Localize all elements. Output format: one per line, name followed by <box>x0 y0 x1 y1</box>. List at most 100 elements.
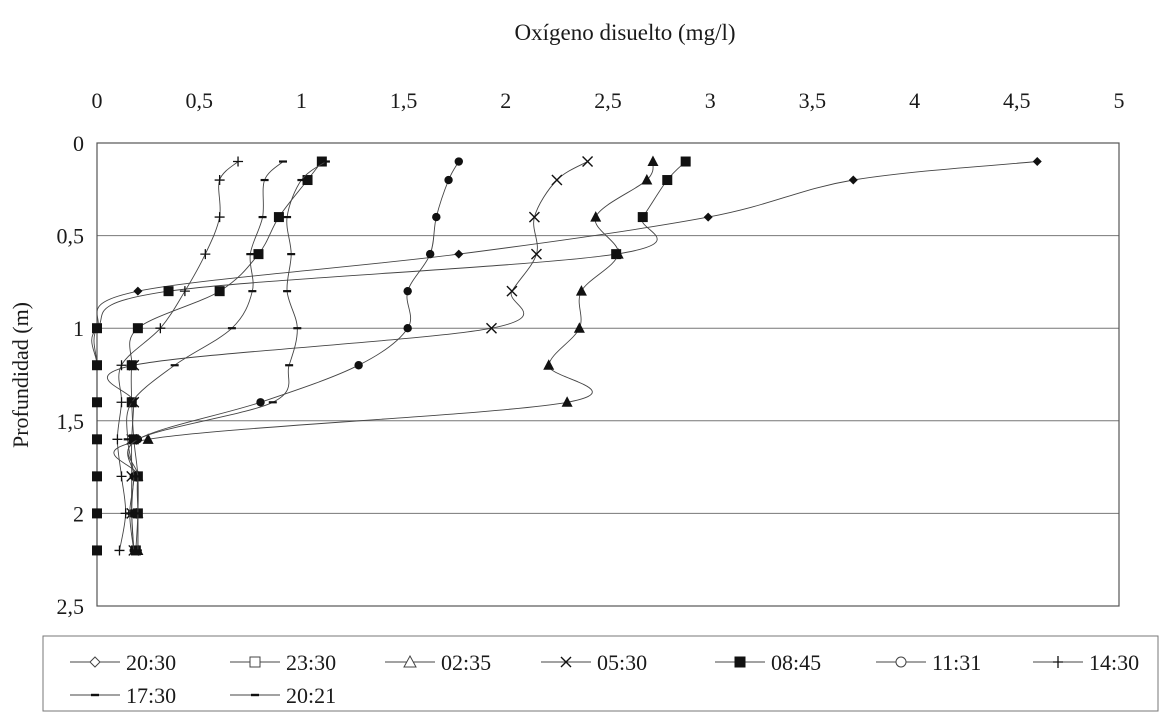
data-point <box>561 396 573 407</box>
data-point <box>126 360 137 371</box>
data-point <box>662 175 673 186</box>
x-tick-label: 4 <box>909 88 920 113</box>
data-point <box>92 434 102 445</box>
series-lines <box>91 155 1042 556</box>
legend-item: 08:45 <box>715 650 821 675</box>
data-point <box>582 156 594 168</box>
y-tick-label: 1 <box>73 316 84 341</box>
data-point <box>92 471 102 482</box>
series-line <box>129 161 323 551</box>
legend: 20:30 23:30 02:35 05:30 08:45 11:31 14:30 17:30… <box>70 650 1139 708</box>
data-point <box>116 397 127 408</box>
y-tick-label: 1,5 <box>57 409 85 434</box>
data-point <box>214 212 225 223</box>
data-point <box>155 323 166 334</box>
data-point <box>637 212 648 223</box>
data-point <box>485 322 497 334</box>
legend-label: 05:30 <box>597 650 647 675</box>
data-point <box>116 471 127 482</box>
legend-item: 14:30 <box>1033 650 1139 675</box>
x-tick-label: 4,5 <box>1003 88 1031 113</box>
x-tick-labels: 0 0,5 1 1,5 2 2,5 3 3,5 4 4,5 5 <box>92 88 1125 113</box>
data-point <box>680 156 691 167</box>
series-0 <box>92 157 1042 555</box>
legend-item: 23:30 <box>230 650 336 675</box>
x-tick-label: 2 <box>500 88 511 113</box>
data-point <box>214 286 225 297</box>
y-axis-label: Profundidad (m) <box>8 302 33 448</box>
data-point <box>92 360 102 371</box>
series-3 <box>106 156 594 556</box>
data-point <box>92 397 102 408</box>
y-tick-label: 0,5 <box>57 224 85 249</box>
y-tick-label: 2,5 <box>57 594 85 619</box>
legend-box <box>42 635 1159 712</box>
series-7 <box>123 160 288 552</box>
legend-label: 17:30 <box>126 683 176 708</box>
data-point <box>425 249 435 259</box>
data-point <box>256 398 265 407</box>
data-point <box>551 174 563 186</box>
data-point <box>116 360 127 371</box>
legend-item: 17:30 <box>70 683 176 708</box>
series-2 <box>113 155 659 555</box>
series-line <box>113 161 654 551</box>
data-point <box>641 174 653 185</box>
data-point <box>92 508 102 519</box>
x-tick-label: 5 <box>1114 88 1125 113</box>
data-point <box>253 249 264 260</box>
data-point <box>112 434 123 445</box>
data-point <box>590 211 602 222</box>
data-point <box>454 157 463 166</box>
data-point <box>200 249 211 260</box>
legend-item: 20:30 <box>70 650 176 675</box>
data-point <box>848 175 858 185</box>
data-point <box>703 212 713 222</box>
x-tick-label: 2,5 <box>594 88 622 113</box>
data-point <box>132 323 143 334</box>
data-point <box>233 156 244 167</box>
data-point <box>530 248 542 260</box>
legend-label: 11:31 <box>932 650 981 675</box>
legend-label: 02:35 <box>441 650 491 675</box>
legend-label: 20:21 <box>286 683 336 708</box>
legend-item: 20:21 <box>230 683 336 708</box>
data-point <box>302 175 313 186</box>
data-point <box>133 286 143 296</box>
plot-area <box>96 142 1120 607</box>
series-8 <box>127 160 330 552</box>
series-line <box>127 161 327 551</box>
data-point <box>528 211 540 223</box>
gridlines <box>97 235 1119 514</box>
data-point <box>92 545 102 556</box>
chart-title: Oxígeno disuelto (mg/l) <box>514 20 735 45</box>
data-point <box>179 286 190 297</box>
data-point <box>506 285 518 297</box>
data-point <box>454 249 464 259</box>
y-tick-labels: 0 0,5 1 1,5 2 2,5 <box>57 131 85 619</box>
series-line <box>127 161 460 551</box>
data-point <box>142 433 154 444</box>
data-point <box>573 322 585 333</box>
series-line <box>106 161 588 551</box>
data-point <box>432 212 441 222</box>
data-point <box>575 285 587 296</box>
series-6 <box>112 156 244 556</box>
legend-item: 02:35 <box>385 650 491 675</box>
x-tick-label: 0 <box>92 88 103 113</box>
x-tick-label: 0,5 <box>185 88 213 113</box>
data-point <box>214 175 225 186</box>
x-tick-label: 1 <box>296 88 307 113</box>
data-point <box>647 155 659 167</box>
data-point <box>1032 157 1042 167</box>
data-point <box>543 359 555 370</box>
data-point <box>403 324 412 333</box>
data-point <box>612 248 624 259</box>
legend-item: 05:30 <box>541 650 647 675</box>
legend-label: 23:30 <box>286 650 336 675</box>
x-tick-label: 3 <box>705 88 716 113</box>
data-point <box>403 286 412 296</box>
data-point <box>444 175 453 185</box>
data-point <box>273 212 284 223</box>
